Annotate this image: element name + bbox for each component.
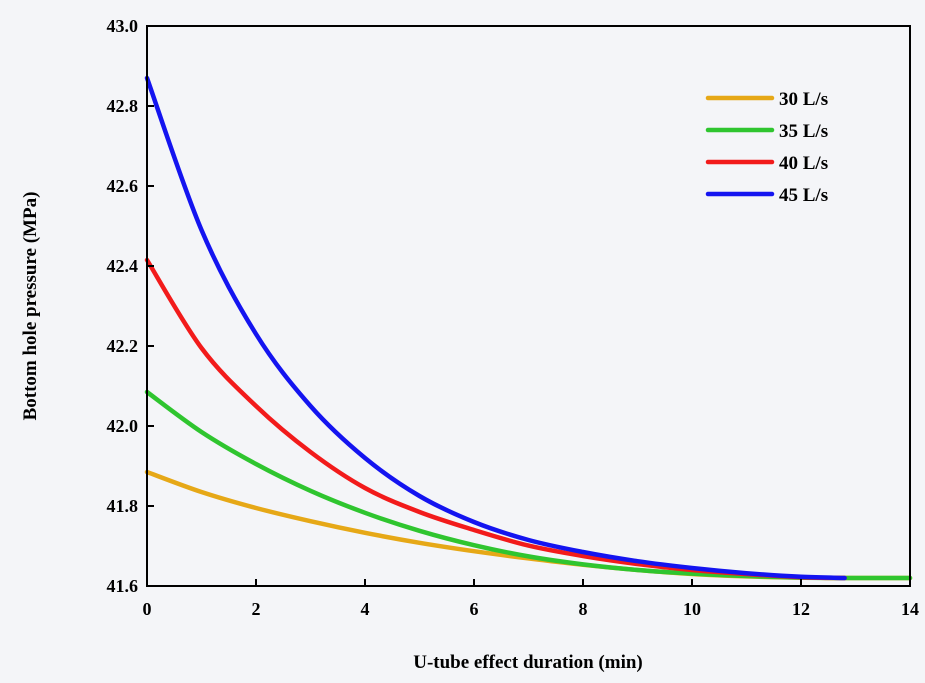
y-tick-label: 42.0: [107, 416, 139, 436]
x-tick-label: 4: [361, 599, 370, 619]
x-tick-label: 6: [470, 599, 479, 619]
y-axis-label: Bottom hole pressure (MPa): [20, 192, 41, 421]
y-tick-label: 42.6: [107, 176, 139, 196]
series-line-45-l-s: [144, 75, 847, 581]
series-layer: [144, 75, 913, 581]
y-tick-label: 42.4: [107, 256, 139, 276]
y-tick-label: 43.0: [107, 16, 139, 36]
legend: 30 L/s 35 L/s 40 L/s 45 L/s: [705, 89, 828, 206]
x-tick-label: 10: [683, 599, 701, 619]
legend-label: 30 L/s: [779, 89, 828, 110]
x-tick-label: 14: [901, 599, 919, 619]
y-tick-label: 42.2: [107, 336, 139, 356]
x-tick-label: 2: [252, 599, 261, 619]
y-tick-label: 41.8: [107, 496, 139, 516]
axes-layer: 0 2 4 6 8 10 12 14 41.6 41.8 42.0 42.2 42.4 42.6 42.8 4…: [107, 16, 920, 619]
x-tick-label: 0: [143, 599, 152, 619]
plot-frame: [146, 25, 911, 587]
x-tick-label: 8: [579, 599, 588, 619]
legend-label: 35 L/s: [779, 121, 828, 142]
legend-label: 40 L/s: [779, 153, 828, 174]
x-axis-label: U-tube effect duration (min): [413, 652, 643, 673]
y-tick-label: 42.8: [107, 96, 139, 116]
legend-label: 45 L/s: [779, 185, 828, 206]
y-tick-label: 41.6: [107, 576, 139, 596]
x-tick-label: 12: [792, 599, 810, 619]
